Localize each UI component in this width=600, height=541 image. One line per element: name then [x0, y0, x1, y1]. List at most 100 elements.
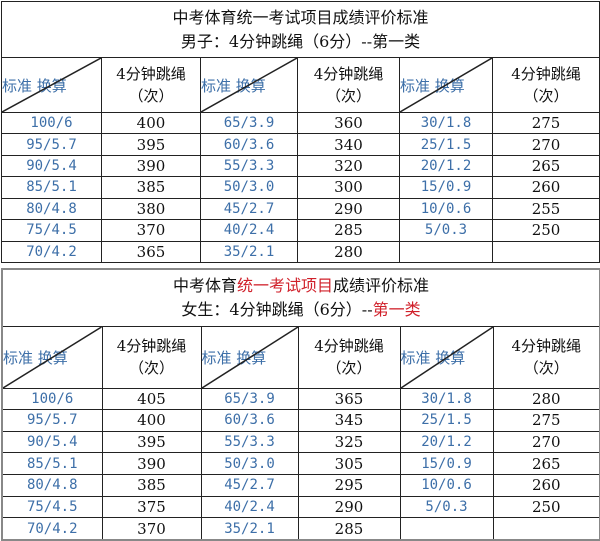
standard-score-cell: 20/1.2 [399, 430, 494, 454]
standard-score-cell: 80/4.8 [1, 197, 102, 221]
jump-count-cell: 260 [492, 474, 600, 497]
jump-count-cell: 390 [101, 154, 201, 178]
table-row: 85/5.1 385 50/3.0 300 15/0.9 260 [1, 176, 600, 199]
jump-count-cell: 325 [297, 430, 401, 454]
jump-count-cell: 395 [101, 133, 201, 156]
jump-count-cell: 370 [101, 219, 201, 242]
table-row: 100/6 400 65/3.9 360 30/1.8 275 [1, 111, 600, 135]
jump-count-cell: 275 [492, 409, 600, 432]
standard-score-cell: 25/1.5 [399, 409, 494, 432]
jump-count-cell: 320 [297, 154, 400, 178]
title-text: 中考体育统一考试项目成绩评价标准 [172, 7, 429, 27]
table-row: 75/4.5 370 40/2.4 285 5/0.3 250 [1, 219, 600, 242]
standard-score-cell: 90/5.4 [1, 154, 102, 178]
standard-score-cell: 30/1.8 [399, 111, 493, 135]
jump-count-cell: 290 [297, 495, 401, 519]
title-text: 成绩评价标准 [333, 275, 430, 295]
standard-score-cell: 5/0.3 [399, 495, 494, 519]
jump-count-cell: 365 [297, 387, 401, 411]
standard-score-cell: 80/4.8 [1, 474, 103, 497]
standard-score-cell: 45/2.7 [200, 197, 298, 221]
jump-count-cell: 395 [101, 430, 202, 454]
standard-score-cell: 70/4.2 [1, 240, 102, 264]
header-line: （次） [523, 87, 569, 105]
jump-count-cell: 380 [101, 197, 201, 221]
rope-skip-count-header: 4分钟跳绳 （次） [101, 325, 202, 389]
standard-conversion-label: 标准 换算 [400, 348, 466, 367]
table-title: 中考体育统一考试项目成绩评价标准 男子：4分钟跳绳（6分）--第一类 [0, 1, 600, 58]
standard-score-cell: 65/3.9 [200, 387, 299, 411]
jump-count-cell: 405 [101, 387, 202, 411]
header-line: （次） [128, 359, 174, 377]
jump-count-cell: 270 [491, 133, 600, 156]
title-text: 统一考试项目 [237, 275, 334, 295]
standard-conversion-label: 标准 换算 [2, 76, 67, 95]
standard-score-cell: 40/2.4 [200, 495, 299, 519]
header-line: 4分钟跳绳 [313, 65, 384, 83]
standard-score-cell [399, 517, 494, 541]
table-row: 90/5.4 395 55/3.3 325 20/1.2 270 [1, 430, 600, 454]
standard-conversion-label: 标准 换算 [3, 348, 68, 367]
jump-count-cell: 285 [297, 219, 400, 242]
standard-score-cell: 15/0.9 [399, 176, 493, 199]
standard-score-cell: 10/0.6 [399, 197, 493, 221]
standard-score-cell: 20/1.2 [399, 154, 493, 178]
jump-count-cell: 300 [297, 176, 400, 199]
title-text: 男子：4分钟跳绳（6分）--第一类 [180, 31, 421, 51]
header-line: 4分钟跳绳 [116, 65, 186, 83]
standard-conversion-label: 标准 换算 [201, 348, 267, 367]
standard-score-cell: 100/6 [1, 111, 102, 135]
jump-count-cell: 250 [491, 219, 600, 242]
standard-score-cell: 40/2.4 [200, 219, 298, 242]
jump-count-cell: 280 [297, 240, 400, 264]
standard-score-cell: 90/5.4 [1, 430, 103, 454]
table-row: 70/4.2 370 35/2.1 285 [1, 517, 600, 541]
header-line: （次） [523, 359, 569, 377]
diagonal-header-cell: 标准 换算 [200, 325, 299, 389]
table-row: 80/4.8 380 45/2.7 290 10/0.6 255 [1, 197, 600, 221]
jump-count-cell: 250 [492, 495, 600, 519]
jump-count-cell: 280 [492, 387, 600, 411]
diagonal-header-cell: 标准 换算 [399, 325, 494, 389]
jump-count-cell: 390 [101, 452, 202, 475]
jump-count-cell: 285 [297, 517, 401, 541]
standard-score-cell: 25/1.5 [399, 133, 493, 156]
standard-score-cell: 5/0.3 [399, 219, 493, 242]
table-row: 75/4.5 375 40/2.4 290 5/0.3 250 [1, 495, 600, 519]
header-line: 4分钟跳绳 [116, 337, 187, 355]
jump-count-cell [491, 240, 600, 264]
table-subtitle: 男子：4分钟跳绳（6分）--第一类 [2, 30, 599, 54]
diagonal-header-cell: 标准 换算 [1, 325, 103, 389]
standard-score-cell: 75/4.5 [1, 495, 103, 519]
standard-score-cell: 60/3.6 [200, 133, 298, 156]
jump-count-cell: 275 [491, 111, 600, 135]
header-line: 4分钟跳绳 [511, 337, 582, 355]
standard-score-cell: 35/2.1 [200, 240, 298, 264]
table-heading: 中考体育统一考试项目成绩评价标准 [3, 274, 599, 298]
table-row: 100/6 405 65/3.9 365 30/1.8 280 [1, 387, 600, 411]
rope-skip-count-header: 4分钟跳绳 （次） [297, 57, 400, 113]
jump-count-cell: 255 [491, 197, 600, 221]
standard-conversion-label: 标准 换算 [400, 76, 465, 95]
jump-count-cell: 375 [101, 495, 202, 519]
standard-score-cell: 35/2.1 [200, 517, 299, 541]
table-title: 中考体育统一考试项目成绩评价标准 女生：4分钟跳绳（6分）--第一类 [1, 268, 600, 327]
standard-score-cell: 65/3.9 [200, 111, 298, 135]
standard-score-cell: 60/3.6 [200, 409, 299, 432]
standard-score-cell: 55/3.3 [200, 154, 298, 178]
table-row: 80/4.8 385 45/2.7 295 10/0.6 260 [1, 474, 600, 497]
jump-count-cell: 385 [101, 474, 202, 497]
standard-score-cell: 55/3.3 [200, 430, 299, 454]
diagonal-header-cell: 标准 换算 [399, 57, 493, 113]
jump-count-cell: 305 [297, 452, 401, 475]
jump-count-cell: 400 [101, 111, 201, 135]
standard-score-cell [399, 240, 493, 264]
header-line: 4分钟跳绳 [314, 337, 384, 355]
table-row: 95/5.7 395 60/3.6 340 25/1.5 270 [1, 133, 600, 156]
jump-count-cell [492, 517, 600, 541]
jump-count-cell: 265 [491, 154, 600, 178]
jump-count-cell: 370 [101, 517, 202, 541]
standard-score-cell: 15/0.9 [399, 452, 494, 475]
table-row: 70/4.2 365 35/2.1 280 [1, 240, 600, 264]
header-line: （次） [326, 359, 372, 377]
